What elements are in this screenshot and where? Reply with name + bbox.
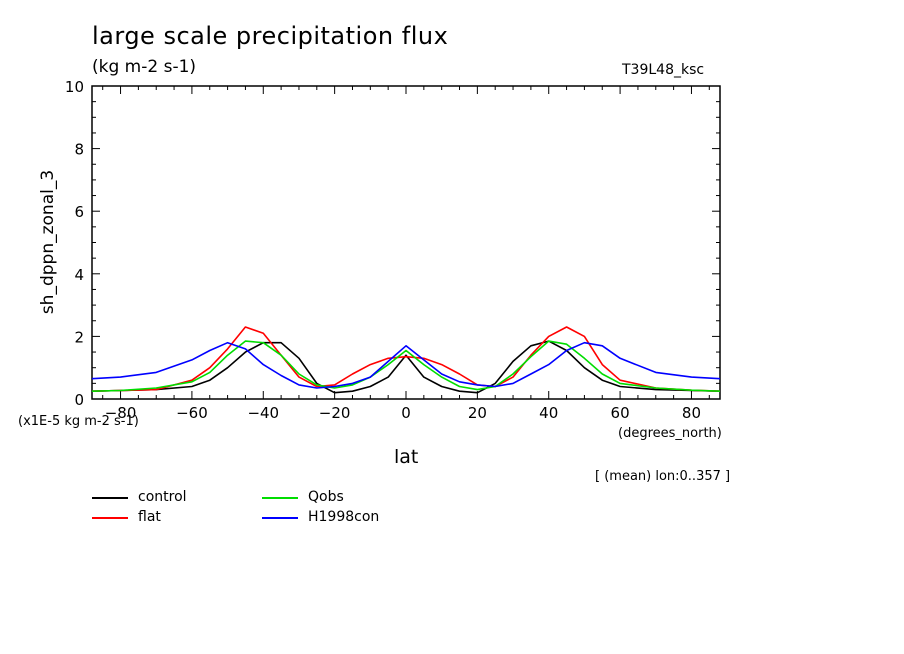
- plot-frame: [91, 85, 721, 400]
- legend-label: control: [138, 489, 187, 505]
- x-tick-label: 20: [468, 404, 487, 422]
- y-tick-label: 0: [74, 391, 84, 409]
- x-tick-label: −40: [247, 404, 279, 422]
- legend-swatch: [262, 517, 298, 519]
- x-tick-label: −60: [176, 404, 208, 422]
- legend-swatch: [92, 517, 128, 519]
- y-scale-note: (x1E-5 kg m-2 s-1): [18, 414, 139, 429]
- y-tick-label: 4: [74, 266, 84, 284]
- x-tick-label: 0: [401, 404, 411, 422]
- legend-label: flat: [138, 509, 161, 525]
- mean-note: [ (mean) lon:0..357 ]: [595, 469, 731, 484]
- series-line-Qobs: [91, 340, 721, 392]
- series-line-H1998con: [91, 341, 721, 389]
- y-tick-label: 6: [74, 203, 84, 221]
- y-tick-label: 10: [65, 78, 84, 96]
- legend-swatch: [262, 497, 298, 499]
- series-line-control: [91, 340, 721, 394]
- chart-title: large scale precipitation flux: [92, 22, 449, 50]
- legend-label: H1998con: [308, 509, 380, 525]
- x-tick-label: −80: [105, 404, 137, 422]
- x-tick-label: 40: [539, 404, 558, 422]
- y-tick-label: 2: [74, 328, 84, 346]
- experiment-tag: T39L48_ksc: [622, 62, 705, 78]
- x-units-note: (degrees_north): [618, 426, 722, 441]
- legend-label: Qobs: [308, 489, 344, 505]
- legend-swatch: [92, 497, 128, 499]
- chart-units: (kg m-2 s-1): [92, 57, 197, 77]
- series-line-flat: [91, 326, 721, 392]
- x-tick-label: −20: [319, 404, 351, 422]
- x-tick-label: 80: [682, 404, 701, 422]
- x-axis-label: lat: [394, 446, 419, 468]
- x-tick-label: 60: [611, 404, 630, 422]
- y-tick-label: 8: [74, 141, 84, 159]
